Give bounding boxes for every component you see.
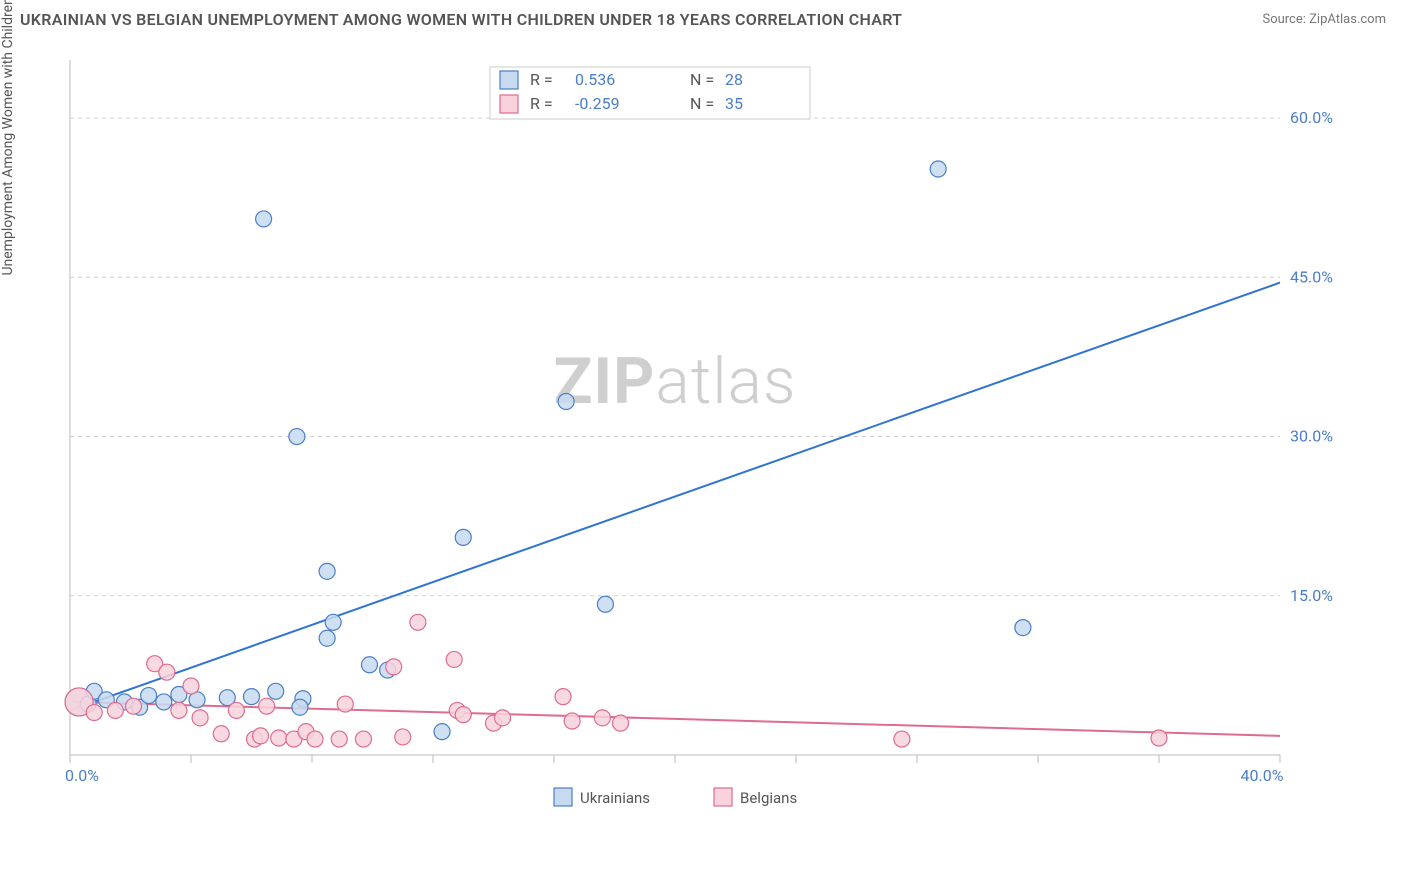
data-point [395,729,411,745]
data-point [259,698,275,714]
y-tick-label: 30.0% [1290,427,1333,446]
chart-container: Unemployment Among Women with Children U… [0,35,1406,875]
data-point [289,429,305,445]
legend-swatch [714,788,732,806]
stats-n-label: N = [690,70,714,89]
data-point [495,710,511,726]
data-point [355,731,371,747]
legend-swatch [500,95,518,113]
data-point [930,161,946,177]
x-tick-label: 0.0% [65,766,99,785]
data-point [319,630,335,646]
stats-r-label: R = [530,94,553,113]
data-point [455,529,471,545]
data-point [558,394,574,410]
scatter-plot: 15.0% 30.0% 45.0% 60.0% 0.0% 40.0% ZIPatlas R =… [60,45,1370,815]
data-point [455,707,471,723]
data-point [192,710,208,726]
data-point [1015,620,1031,636]
legend-label: Belgians [740,789,797,807]
source-credit: Source: ZipAtlas.com [1262,12,1386,27]
data-point [555,689,571,705]
stats-r-value: 0.536 [575,70,615,89]
legend-swatch [500,71,518,89]
stats-r-value: -0.259 [575,94,620,113]
data-point [325,614,341,630]
data-point [244,689,260,705]
data-point [271,730,287,746]
data-point [613,715,629,731]
chart-title: UKRAINIAN VS BELGIAN UNEMPLOYMENT AMONG … [20,10,902,29]
data-point [156,694,172,710]
data-point [594,710,610,726]
trend-line [70,702,1280,736]
y-tick-label: 15.0% [1290,586,1333,605]
x-tick-label: 40.0% [1241,766,1284,785]
data-point [292,699,308,715]
data-point [126,698,142,714]
stats-n-value: 28 [725,70,743,89]
data-point [361,657,377,673]
data-point [307,731,323,747]
data-point [86,705,102,721]
data-point [183,678,199,694]
data-point [337,696,353,712]
data-point [268,683,284,699]
y-tick-label: 45.0% [1290,267,1333,286]
data-point [107,702,123,718]
stats-n-value: 35 [725,94,743,113]
data-point [331,731,347,747]
data-point [564,713,580,729]
data-point [319,563,335,579]
data-point [159,664,175,680]
data-point [213,726,229,742]
data-point [141,688,157,704]
data-point [256,211,272,227]
legend-swatch [554,788,572,806]
y-tick-label: 60.0% [1290,108,1333,127]
data-point [1151,730,1167,746]
legend-label: Ukrainians [580,789,650,807]
data-point [446,651,462,667]
data-point [410,614,426,630]
data-point [386,659,402,675]
y-axis-label: Unemployment Among Women with Children U… [0,0,16,276]
data-point [228,702,244,718]
watermark: ZIPatlas [554,344,797,419]
data-point [597,596,613,612]
data-point [171,702,187,718]
data-point [253,728,269,744]
data-point [434,724,450,740]
data-point [894,731,910,747]
stats-r-label: R = [530,70,553,89]
chart-header: UKRAINIAN VS BELGIAN UNEMPLOYMENT AMONG … [0,0,1406,35]
stats-n-label: N = [690,94,714,113]
